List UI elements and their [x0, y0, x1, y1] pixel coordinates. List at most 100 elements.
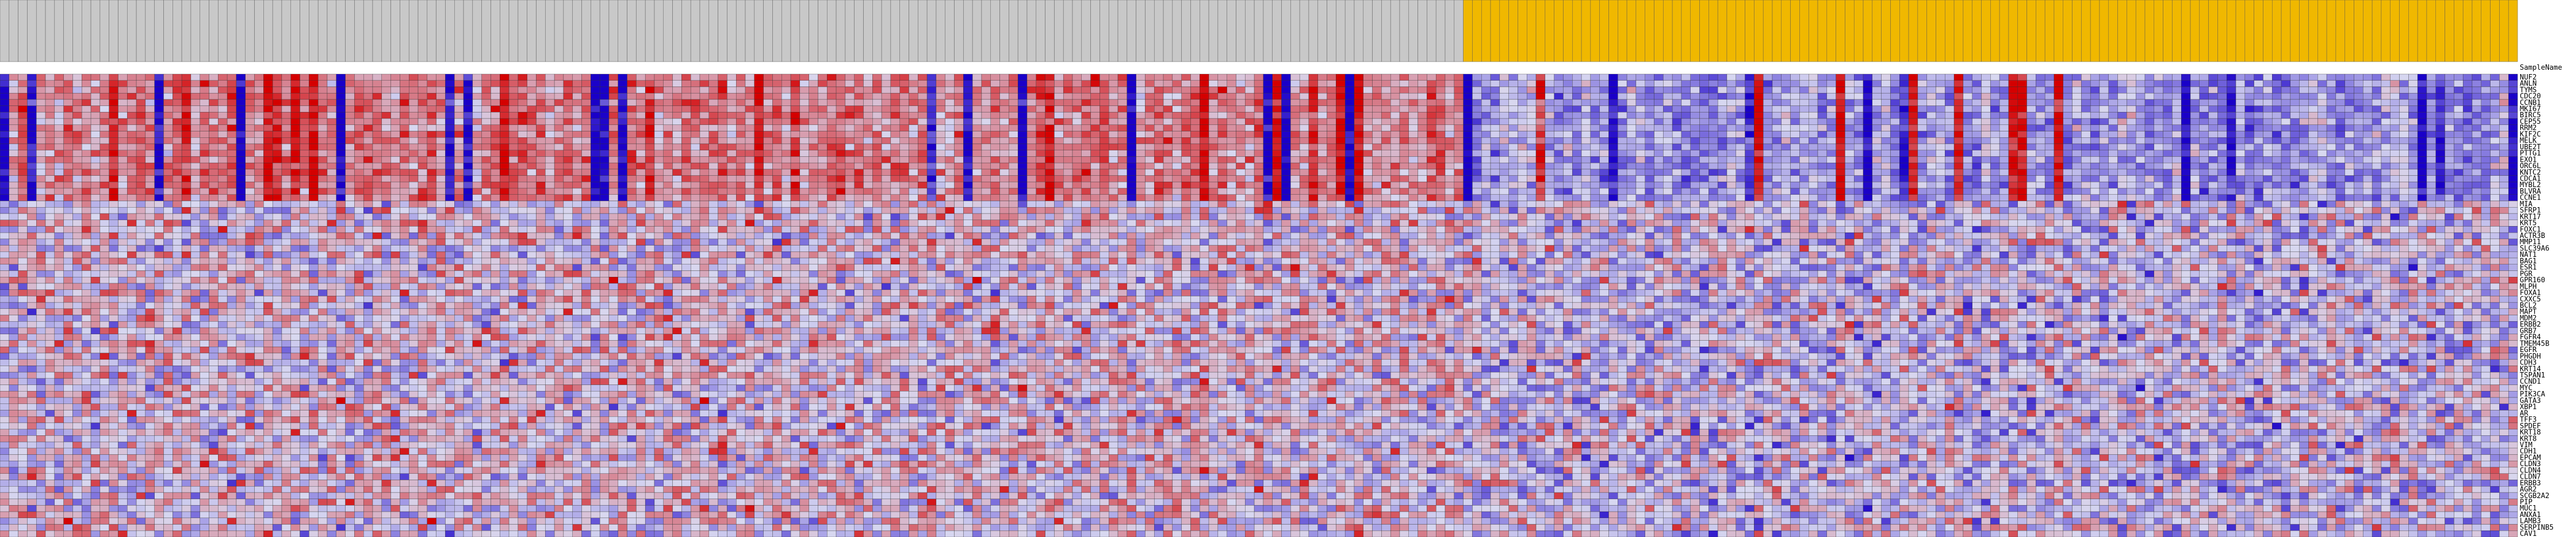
heatmap-cell: [1118, 156, 1127, 163]
heatmap-cell: [2209, 106, 2218, 112]
heatmap-cell: [82, 169, 91, 176]
heatmap-cell: [654, 144, 664, 150]
heatmap-cell: [363, 156, 373, 163]
heatmap-cell: [527, 169, 537, 176]
heatmap-cell: [2181, 100, 2190, 106]
heatmap-cell: [1836, 100, 1845, 106]
heatmap-cell: [363, 131, 373, 138]
heatmap-cell: [1464, 125, 1473, 131]
heatmap-cell: [2018, 131, 2027, 138]
heatmap-cell: [600, 74, 609, 81]
sample-group-cell: [582, 0, 591, 62]
heatmap-cell: [145, 118, 155, 125]
heatmap-cell: [918, 112, 927, 118]
heatmap-cell: [545, 176, 554, 182]
heatmap-cell: [2272, 93, 2281, 100]
heatmap-cell: [1118, 176, 1127, 182]
heatmap-cell: [1918, 100, 1927, 106]
heatmap-cell: [500, 125, 509, 131]
heatmap-cell: [1018, 100, 1027, 106]
heatmap-cell: [2472, 74, 2481, 81]
heatmap-cell: [1772, 131, 1782, 138]
heatmap-cell: [1254, 106, 1263, 112]
heatmap-cell: [72, 118, 82, 125]
heatmap-cell: [118, 74, 127, 81]
heatmap-cell: [1336, 176, 1345, 182]
heatmap-cell: [2427, 100, 2436, 106]
heatmap-cell: [1854, 125, 1863, 131]
heatmap-cell: [918, 176, 927, 182]
heatmap-cell: [2054, 125, 2063, 131]
heatmap-cell: [2200, 137, 2209, 144]
heatmap-cell: [2281, 131, 2290, 138]
heatmap-cell: [863, 169, 872, 176]
heatmap-cell: [1990, 163, 1999, 169]
heatmap-cell: [191, 131, 200, 138]
heatmap-cell: [209, 176, 218, 182]
heatmap-cell: [100, 112, 109, 118]
heatmap-cell: [1627, 150, 1636, 157]
heatmap-cell: [2217, 131, 2227, 138]
heatmap-cell: [1045, 118, 1055, 125]
heatmap-cell: [1600, 125, 1609, 131]
heatmap-cell: [2217, 163, 2227, 169]
heatmap-cell: [1300, 131, 1309, 138]
heatmap-cell: [945, 100, 955, 106]
heatmap-cell: [2209, 176, 2218, 182]
heatmap-cell: [2508, 156, 2518, 163]
heatmap-cell: [1509, 131, 1518, 138]
heatmap-cell: [391, 100, 400, 106]
heatmap-cell: [1036, 87, 1045, 93]
sample-group-cell: [809, 0, 818, 62]
heatmap-cell: [1354, 93, 1363, 100]
heatmap-cell: [872, 169, 882, 176]
heatmap-cell: [136, 131, 145, 138]
heatmap-cell: [127, 87, 136, 93]
heatmap-cell: [1063, 176, 1072, 182]
heatmap-cell: [1827, 176, 1836, 182]
heatmap-cell: [182, 93, 191, 100]
sample-group-cell: [882, 0, 891, 62]
heatmap-cell: [691, 156, 700, 163]
heatmap-cell: [982, 169, 991, 176]
heatmap-cell: [1563, 112, 1572, 118]
heatmap-cell: [109, 150, 118, 157]
heatmap-cell: [2463, 125, 2472, 131]
heatmap-cell: [2281, 125, 2290, 131]
heatmap-cell: [1791, 81, 1800, 87]
heatmap-cell: [255, 100, 264, 106]
heatmap-cell: [2072, 176, 2082, 182]
heatmap-cell: [582, 163, 591, 169]
heatmap-cell: [855, 144, 864, 150]
heatmap-cell: [382, 156, 391, 163]
heatmap-cell: [691, 131, 700, 138]
heatmap-cell: [509, 150, 518, 157]
heatmap-cell: [918, 87, 927, 93]
heatmap-cell: [1263, 87, 1273, 93]
heatmap-cell: [2499, 74, 2508, 81]
heatmap-cell: [191, 118, 200, 125]
heatmap-cell: [872, 176, 882, 182]
heatmap-cell: [1700, 118, 1709, 125]
heatmap-cell: [82, 81, 91, 87]
heatmap-cell: [518, 131, 527, 138]
heatmap-cell: [1173, 156, 1182, 163]
heatmap-cell: [1718, 93, 1727, 100]
heatmap-cell: [518, 112, 527, 118]
heatmap-cell: [327, 137, 336, 144]
heatmap-cell: [2100, 100, 2109, 106]
heatmap-cell: [1672, 118, 1681, 125]
sample-group-cell: [1581, 0, 1591, 62]
heatmap-cell: [745, 144, 754, 150]
heatmap-cell: [291, 100, 300, 106]
heatmap-cell: [409, 144, 418, 150]
heatmap-cell: [2236, 81, 2245, 87]
heatmap-cell: [2327, 144, 2336, 150]
heatmap-cell: [2045, 125, 2054, 131]
heatmap-cell: [972, 144, 982, 150]
heatmap-cell: [1772, 137, 1782, 144]
heatmap-cell: [1290, 81, 1300, 87]
heatmap-cell: [2136, 144, 2145, 150]
heatmap-cell: [2090, 81, 2100, 87]
heatmap-cell: [2463, 93, 2472, 100]
